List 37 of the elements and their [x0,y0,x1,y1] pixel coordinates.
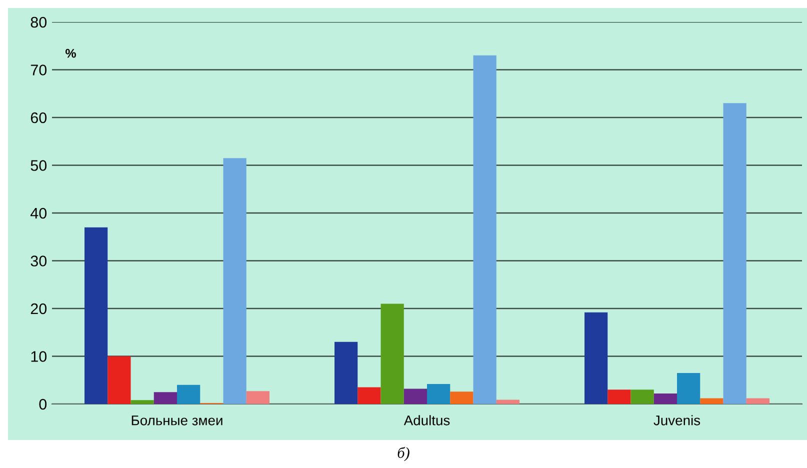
text: б) [398,446,410,462]
bar [654,393,677,404]
y-tick-label: 30 [30,256,47,266]
bar [334,342,358,404]
bar [608,390,631,404]
y-axis-title: % [66,48,76,58]
x-tick-label: Juvenis [654,415,700,426]
x-tick-label: Больные змеи [132,416,222,426]
bar [380,304,404,404]
y-tick-label: 80 [30,16,47,28]
y-tick-label: 0 [39,398,47,410]
bar [108,356,131,404]
bar [177,384,200,404]
bar [84,227,108,404]
bar [404,388,427,404]
bar [746,398,770,404]
y-tick-label: 50 [30,160,47,171]
bar [450,392,474,404]
bar [677,372,700,404]
bar [427,384,450,404]
x-tick-label: Adultus [404,415,450,426]
bar [723,103,746,404]
bar [496,400,520,404]
bar [473,55,496,404]
bar [223,158,246,404]
bar [630,390,654,404]
bar [154,392,177,404]
y-tick-label: 20 [30,303,47,314]
bar [584,312,608,404]
y-tick-label: 40 [30,208,47,219]
bar [358,387,381,404]
y-tick-label: 60 [30,112,47,124]
y-tick-label: 10 [31,351,47,362]
bar [130,400,154,404]
bar [700,398,724,404]
y-tick-label: 70 [30,64,47,76]
bar [246,391,270,404]
